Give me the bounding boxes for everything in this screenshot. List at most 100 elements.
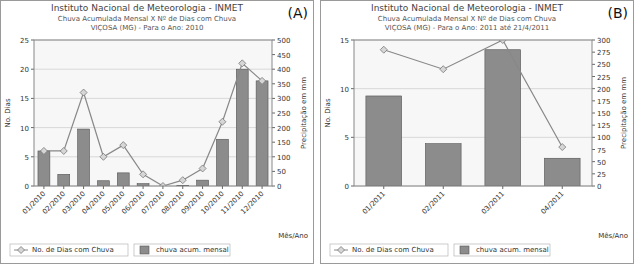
x-tick	[162, 186, 163, 189]
chart-root: Instituto Nacional de Meteorologia - INM…	[0, 0, 634, 264]
y2-tick-label: 50	[597, 159, 606, 167]
bar	[58, 174, 70, 186]
bar	[544, 158, 580, 186]
y2-tick-label: 450	[277, 52, 290, 60]
y-axis-label: No. Dias	[4, 98, 12, 127]
legend-box	[330, 244, 448, 256]
legend-label: No. de Dias com Chuva	[352, 246, 434, 254]
bar	[366, 96, 402, 186]
x-tick	[222, 186, 223, 189]
y2-tick-label: 175	[597, 98, 610, 106]
y2-tick-label: 225	[597, 74, 610, 82]
legend-marker	[18, 247, 25, 254]
y-tick-label: 10	[20, 125, 29, 133]
x-tick	[502, 186, 503, 189]
panel-label: (A)	[287, 5, 308, 21]
y-tick-label: 0	[345, 183, 349, 191]
legend-marker	[338, 247, 345, 254]
legend-box	[454, 244, 550, 256]
subtitle: Chuva Acumulada Mensal X Nº de Dias com …	[58, 15, 236, 23]
x-tick-label: 03/2011	[480, 190, 506, 216]
y2-tick-label: 250	[277, 110, 290, 118]
y-tick-label: 20	[20, 66, 29, 74]
y2-tick-label: 75	[597, 147, 606, 155]
x-tick	[63, 186, 64, 189]
y2-tick-label: 300	[277, 95, 290, 103]
y-tick-label: 15	[20, 95, 29, 103]
x-tick	[383, 186, 384, 189]
x-tick	[43, 186, 44, 189]
bar	[117, 173, 129, 186]
marker	[219, 118, 226, 125]
y-tick-label: 25	[20, 37, 29, 45]
subtitle: Chuva Acumulada Mensal X Nº de Dias com …	[378, 15, 556, 23]
y-tick-label: 5	[345, 134, 349, 142]
marker	[60, 147, 67, 154]
legend-swatch	[140, 246, 149, 254]
legend-box	[134, 244, 230, 256]
marker	[159, 183, 166, 187]
panel: Instituto Nacional de Meteorologia - INM…	[1, 1, 314, 264]
bar	[197, 180, 209, 186]
bar	[78, 129, 90, 186]
y2-tick-label: 0	[277, 183, 281, 191]
marker	[140, 171, 147, 178]
y2-tick-label: 0	[597, 183, 601, 191]
grid-line	[354, 88, 592, 89]
legend-label: chuva acum. mensal	[156, 246, 229, 254]
location: VIÇOSA (MG) - Para o Ano: 2011 até 21/4/…	[385, 24, 549, 32]
marker	[559, 144, 566, 151]
y-tick-label: 15	[340, 37, 349, 45]
legend-swatch	[460, 246, 469, 254]
x-tick	[202, 186, 203, 189]
bar	[38, 151, 50, 186]
y2-tick-label: 250	[597, 61, 610, 69]
y2-tick-label: 125	[597, 122, 610, 130]
x-tick	[83, 186, 84, 189]
legend-label: chuva acum. mensal	[476, 246, 549, 254]
y2-tick-label: 200	[597, 86, 610, 94]
y2-tick-label: 150	[597, 110, 610, 118]
x-tick-label: 12/2010	[239, 190, 265, 216]
marker	[259, 77, 266, 84]
x-tick	[123, 186, 124, 189]
y2-axis-label: Precipitação em mm	[620, 77, 628, 149]
x-tick-label: 01/2011	[361, 190, 387, 216]
y2-tick-label: 275	[597, 49, 610, 57]
line	[384, 40, 563, 147]
marker	[380, 46, 387, 53]
y-tick-label: 5	[25, 154, 29, 162]
legend-box	[10, 244, 128, 256]
y2-tick-label: 300	[597, 37, 610, 45]
y2-tick-label: 50	[277, 168, 286, 176]
marker	[80, 89, 87, 96]
marker	[179, 177, 186, 184]
y2-tick-label: 100	[597, 134, 610, 142]
line	[44, 63, 262, 186]
plot-area	[34, 40, 272, 186]
y2-tick-label: 350	[277, 81, 290, 89]
panel-frame	[321, 1, 634, 264]
legend-label: No. de Dias com Chuva	[32, 246, 114, 254]
x-tick	[143, 186, 144, 189]
x-tick	[562, 186, 563, 189]
x-tick	[262, 186, 263, 189]
y-tick-label: 10	[340, 86, 349, 94]
location: VIÇOSA (MG) - Para o Ano: 2010	[91, 24, 204, 32]
title: Instituto Nacional de Meteorologia - INM…	[371, 3, 564, 13]
y2-axis-label: Precipitação em mm	[300, 77, 308, 149]
marker	[199, 165, 206, 172]
y2-tick-label: 100	[277, 154, 290, 162]
marker	[499, 40, 506, 44]
x-tick	[103, 186, 104, 189]
x-tick-label: 02/2011	[420, 190, 446, 216]
marker	[239, 60, 246, 67]
marker	[40, 147, 47, 154]
x-axis-label: Mês/Ano	[598, 232, 628, 240]
x-tick	[242, 186, 243, 189]
plot-area	[354, 40, 592, 186]
marker	[440, 66, 447, 73]
bar	[256, 81, 268, 186]
bar	[425, 144, 461, 186]
x-axis-label: Mês/Ano	[278, 232, 308, 240]
